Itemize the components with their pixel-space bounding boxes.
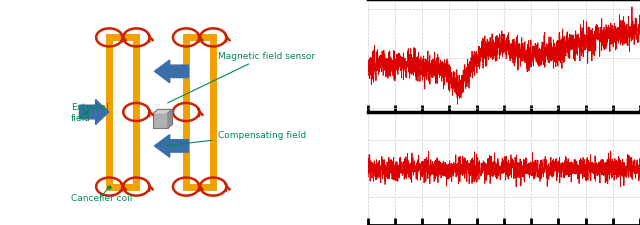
Polygon shape (154, 110, 172, 114)
Text: Canceller coil: Canceller coil (71, 194, 132, 202)
FancyArrow shape (154, 135, 188, 158)
Bar (109, 38, 136, 187)
FancyArrow shape (154, 61, 188, 83)
FancyBboxPatch shape (154, 114, 168, 128)
Text: External
field: External field (71, 103, 109, 122)
Bar (186, 38, 213, 187)
Text: Compensating field: Compensating field (166, 130, 306, 146)
Polygon shape (168, 110, 172, 128)
FancyArrow shape (79, 100, 109, 125)
Text: Magnetic field sensor: Magnetic field sensor (168, 52, 315, 104)
